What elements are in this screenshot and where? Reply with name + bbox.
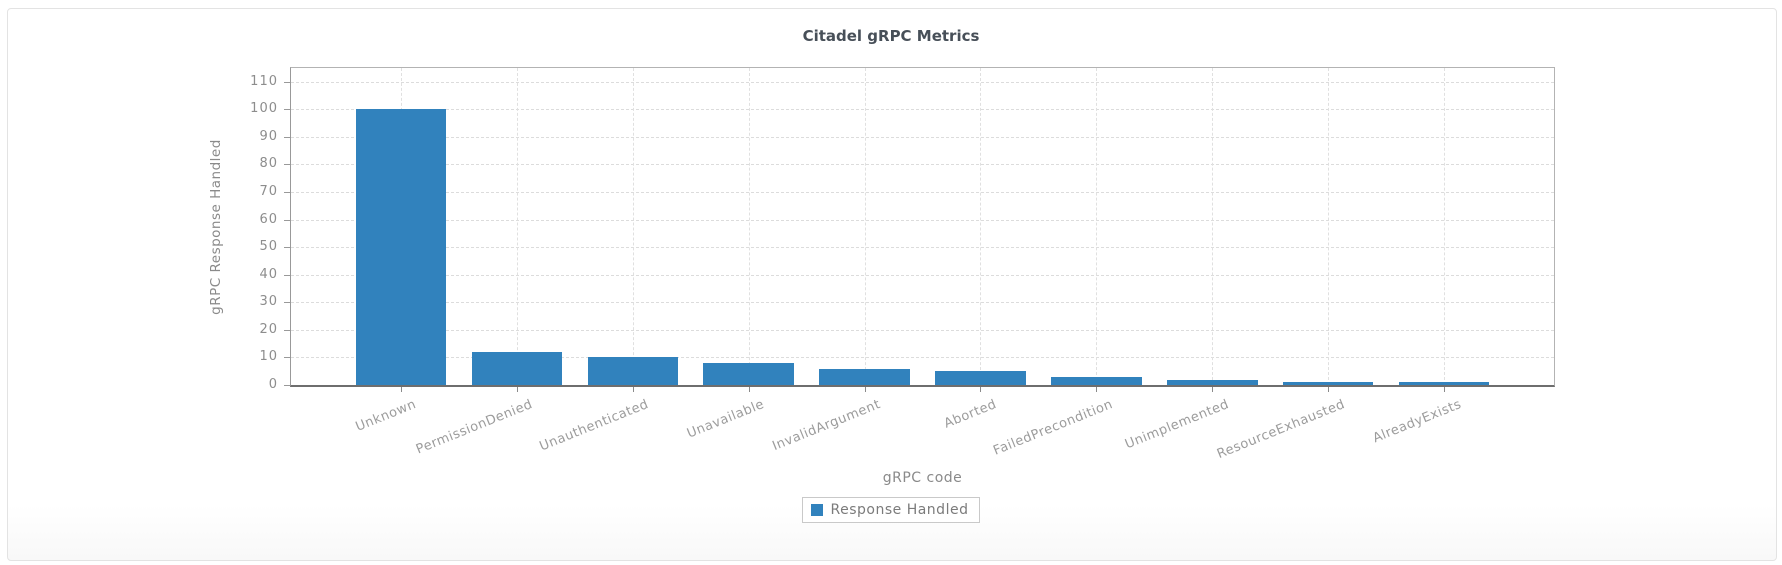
y-tick-mark: [284, 81, 290, 83]
y-tick-mark: [284, 247, 290, 249]
y-tick-mark: [284, 109, 290, 111]
bars-container: [291, 68, 1554, 392]
x-label-slot: Unimplemented: [1123, 390, 1271, 462]
x-label-slot: ResourceExhausted: [1215, 390, 1387, 462]
y-tick-label: 30: [259, 294, 278, 310]
v-gridline: [980, 68, 982, 385]
x-category-label: Unknown: [353, 397, 419, 435]
bar-slot: [1154, 68, 1270, 392]
bar-aborted[interactable]: [935, 371, 1026, 385]
y-tick-label: 80: [259, 156, 278, 172]
bar-unavailable[interactable]: [703, 362, 794, 385]
y-tick-mark: [284, 219, 290, 221]
h-gridline: [291, 302, 1554, 304]
y-axis-title: gRPC Response Handled: [204, 67, 228, 387]
v-gridline: [1444, 68, 1446, 385]
y-tick-mark: [284, 385, 290, 386]
plot-area: [284, 67, 1555, 392]
y-tick-label: 70: [259, 184, 278, 200]
y-tick-mark: [284, 357, 290, 359]
x-tick-mark: [400, 387, 402, 392]
x-category-label: Unavailable: [685, 397, 767, 442]
bar-slot: [691, 68, 807, 392]
x-tick-mark: [864, 387, 866, 392]
y-tick-mark: [284, 274, 290, 276]
h-gridline: [291, 81, 1554, 83]
x-label-slot: Unknown: [342, 390, 458, 462]
h-gridline: [291, 219, 1554, 221]
y-tick-mark: [284, 192, 290, 194]
y-tick-label: 0: [268, 377, 278, 392]
bar-slot: [923, 68, 1039, 392]
legend-row: Response Handled: [0, 497, 1782, 523]
y-axis-tick-labels: 0 10 20 30 40 50 60 70 80 90 100 110: [226, 68, 278, 392]
h-gridline: [291, 357, 1554, 359]
v-gridline: [864, 68, 866, 385]
bar-unimplemented[interactable]: [1167, 379, 1258, 385]
y-axis-title-text: gRPC Response Handled: [208, 139, 224, 315]
x-label-slot: InvalidArgument: [771, 390, 922, 462]
v-gridline: [748, 68, 750, 385]
bar-slot: [343, 68, 459, 392]
h-gridline: [291, 274, 1554, 276]
y-tick-label: 50: [259, 239, 278, 255]
legend-swatch-icon: [810, 504, 823, 516]
x-tick-mark: [632, 387, 634, 392]
y-tick-mark: [284, 164, 290, 166]
x-category-label: Aborted: [942, 397, 1000, 432]
x-label-slot: PermissionDenied: [414, 390, 574, 462]
bar-alreadyexists[interactable]: [1398, 382, 1490, 385]
h-gridline: [291, 164, 1554, 166]
bar-failedprecondition[interactable]: [1051, 376, 1142, 385]
h-gridline: [291, 192, 1554, 194]
x-tick-mark: [1096, 387, 1098, 392]
x-label-slot: FailedPrecondition: [991, 390, 1155, 462]
x-tick-mark: [748, 387, 750, 392]
bar-slot: [459, 68, 575, 392]
y-tick-label: 20: [259, 321, 278, 337]
v-gridline: [632, 68, 634, 385]
v-gridline: [1096, 68, 1098, 385]
bar-slot: [1386, 68, 1502, 392]
bar-slot: [575, 68, 691, 392]
y-tick-mark: [284, 136, 290, 138]
bar-resourceexhausted[interactable]: [1283, 382, 1374, 385]
y-tick-label: 110: [250, 73, 278, 89]
bar-slot: [807, 68, 923, 392]
x-tick-mark: [1328, 387, 1330, 392]
x-axis-title: gRPC code: [882, 470, 963, 486]
y-tick-mark: [284, 329, 290, 331]
h-gridline: [291, 109, 1554, 111]
y-tick-label: 10: [259, 349, 278, 365]
y-tick-label: 90: [259, 128, 278, 144]
legend-label: Response Handled: [830, 502, 969, 518]
bar-unknown[interactable]: [355, 109, 447, 385]
h-gridline: [291, 247, 1554, 249]
v-gridline: [1328, 68, 1330, 385]
chart-title: Citadel gRPC Metrics: [802, 27, 980, 45]
v-gridline: [1212, 68, 1214, 385]
x-label-slot: AlreadyExists: [1371, 390, 1503, 462]
x-label-slot: Unavailable: [685, 390, 806, 462]
y-tick-label: 40: [259, 266, 278, 282]
v-gridline: [516, 68, 518, 385]
y-tick-label: 60: [259, 211, 278, 227]
bar-slot: [1038, 68, 1154, 392]
h-gridline: [291, 329, 1554, 331]
x-tick-mark: [1444, 387, 1446, 392]
legend[interactable]: Response Handled: [801, 497, 981, 523]
bar-unauthenticated[interactable]: [587, 357, 678, 385]
x-axis-category-labels: Unknown PermissionDenied Unauthenticated Un…: [290, 390, 1555, 462]
x-label-slot: Unauthenticated: [537, 390, 690, 462]
bar-permissiondenied[interactable]: [471, 351, 563, 385]
x-label-slot: Aborted: [922, 390, 1038, 462]
x-tick-mark: [1212, 387, 1214, 392]
bar-invalidargument[interactable]: [819, 368, 910, 385]
h-gridline: [291, 136, 1554, 138]
x-tick-mark: [516, 387, 518, 392]
y-tick-mark: [284, 302, 290, 304]
x-tick-mark: [980, 387, 982, 392]
bar-slot: [1270, 68, 1386, 392]
y-tick-label: 100: [250, 101, 278, 117]
